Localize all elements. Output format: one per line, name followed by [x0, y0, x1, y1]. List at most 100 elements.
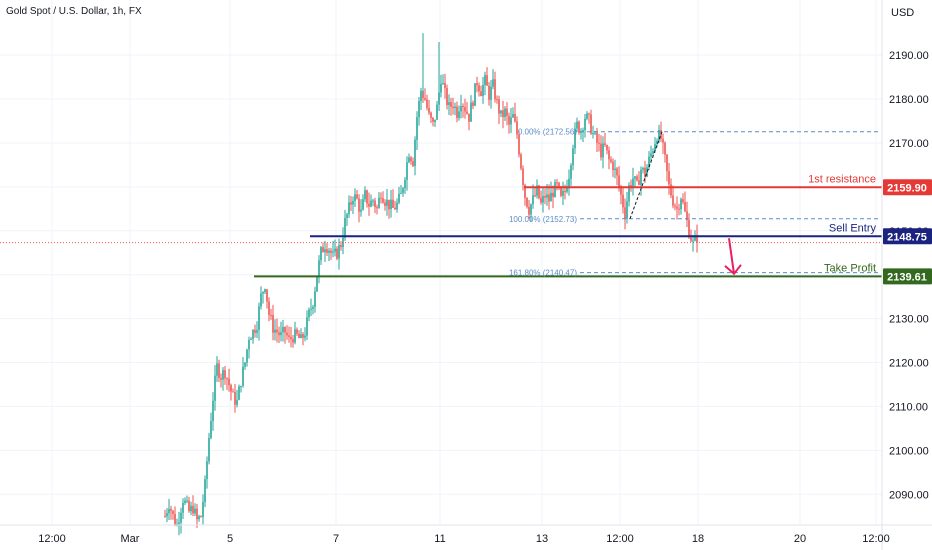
candle-body [184, 500, 186, 504]
candle-body [402, 188, 404, 194]
candle-body [370, 200, 372, 207]
candle-body [668, 171, 670, 185]
candle-body [560, 187, 562, 196]
candle-body [554, 182, 556, 197]
candle-body [444, 83, 446, 89]
candle-body [318, 260, 320, 278]
candle-body [224, 370, 226, 379]
candle-body [276, 329, 278, 333]
fib-label: 100.00% (2152.73) [509, 215, 577, 224]
candle-body [168, 508, 170, 514]
candle-body [440, 83, 442, 93]
candle-body [378, 197, 380, 208]
candle-body [186, 500, 188, 502]
candle-body [594, 132, 596, 134]
candle-body [234, 392, 236, 405]
candle-body [536, 185, 538, 196]
candle-body [314, 291, 316, 307]
candle-body [556, 182, 558, 184]
candle-body [564, 190, 566, 192]
candle-body [434, 119, 436, 122]
candle-body [332, 251, 334, 253]
candle-body [362, 199, 364, 210]
candle-body [694, 235, 696, 241]
candle-body [486, 75, 488, 86]
candle-body [428, 107, 430, 113]
time-axis[interactable]: 12:00 Mar 5 7 11 13 12:00 18 20 12:00 [0, 524, 932, 545]
level-label: 1st resistance [808, 173, 876, 185]
candle-body [540, 198, 542, 203]
candle-body [508, 115, 510, 125]
x-tick-label: 18 [692, 533, 704, 545]
candle-body [174, 514, 176, 525]
fib-label: 161.80% (2140.47) [509, 269, 577, 278]
x-tick-label: 12:00 [862, 533, 890, 545]
candle-body [266, 289, 268, 302]
y-tick-label: 2090.00 [889, 489, 929, 501]
candle-body [558, 182, 560, 188]
candle-body [304, 335, 306, 338]
currency-label[interactable]: USD [891, 7, 915, 19]
candle-body [542, 195, 544, 203]
candle-body [638, 180, 640, 185]
candle-body [278, 332, 280, 336]
candle-body [674, 205, 676, 207]
candle-body [446, 88, 448, 106]
candle-body [616, 168, 618, 176]
candle-body [462, 106, 464, 108]
candle-body [596, 132, 598, 143]
candle-body [316, 277, 318, 292]
x-tick-label: 7 [333, 533, 339, 545]
candle-body [424, 98, 426, 100]
y-tick-label: 2190.00 [889, 50, 929, 62]
candle-body [294, 329, 296, 343]
candle-body [666, 154, 668, 172]
candle-body [344, 217, 346, 238]
candle-body [632, 178, 634, 188]
price-axis[interactable]: 2090.002100.002110.002120.002130.002140.… [881, 0, 932, 550]
candle-body [394, 207, 396, 210]
candle-body [576, 121, 578, 129]
candle-body [458, 111, 460, 118]
candle-body [302, 334, 304, 338]
candle-body [680, 199, 682, 210]
candle-body [372, 200, 374, 202]
y-tick-label: 2130.00 [889, 314, 929, 326]
candle-body [248, 339, 250, 350]
candle-body [384, 202, 386, 206]
candle-body [630, 185, 632, 188]
candle-body [254, 330, 256, 333]
candle-body [510, 117, 512, 125]
candle-body [492, 79, 494, 87]
candle-body [612, 161, 614, 170]
candle-body [214, 375, 216, 401]
candle-body [432, 117, 434, 122]
level-label: Take Profit [824, 262, 876, 274]
candle-body [386, 199, 388, 206]
candle-body [252, 330, 254, 340]
candle-body [216, 363, 218, 376]
candle-body [200, 516, 202, 518]
candle-body [496, 99, 498, 101]
candle-body [206, 461, 208, 480]
candle-body [324, 249, 326, 253]
candle-body [270, 315, 272, 317]
candle-body [608, 150, 610, 160]
candle-body [246, 349, 248, 363]
candle-body [306, 317, 308, 336]
candle-body [380, 197, 382, 199]
price-tag [883, 179, 932, 196]
candle-body [272, 315, 274, 333]
candle-body [478, 85, 480, 92]
x-tick-label: 11 [434, 533, 445, 545]
candle-body [282, 327, 284, 333]
candle-body [354, 194, 356, 201]
candle-body [236, 399, 238, 405]
candle-body [264, 289, 266, 293]
x-tick-label: 12:00 [606, 533, 634, 545]
candle-body [220, 377, 222, 380]
candle-body [586, 113, 588, 119]
candle-body [340, 245, 342, 248]
candle-body [240, 385, 242, 387]
